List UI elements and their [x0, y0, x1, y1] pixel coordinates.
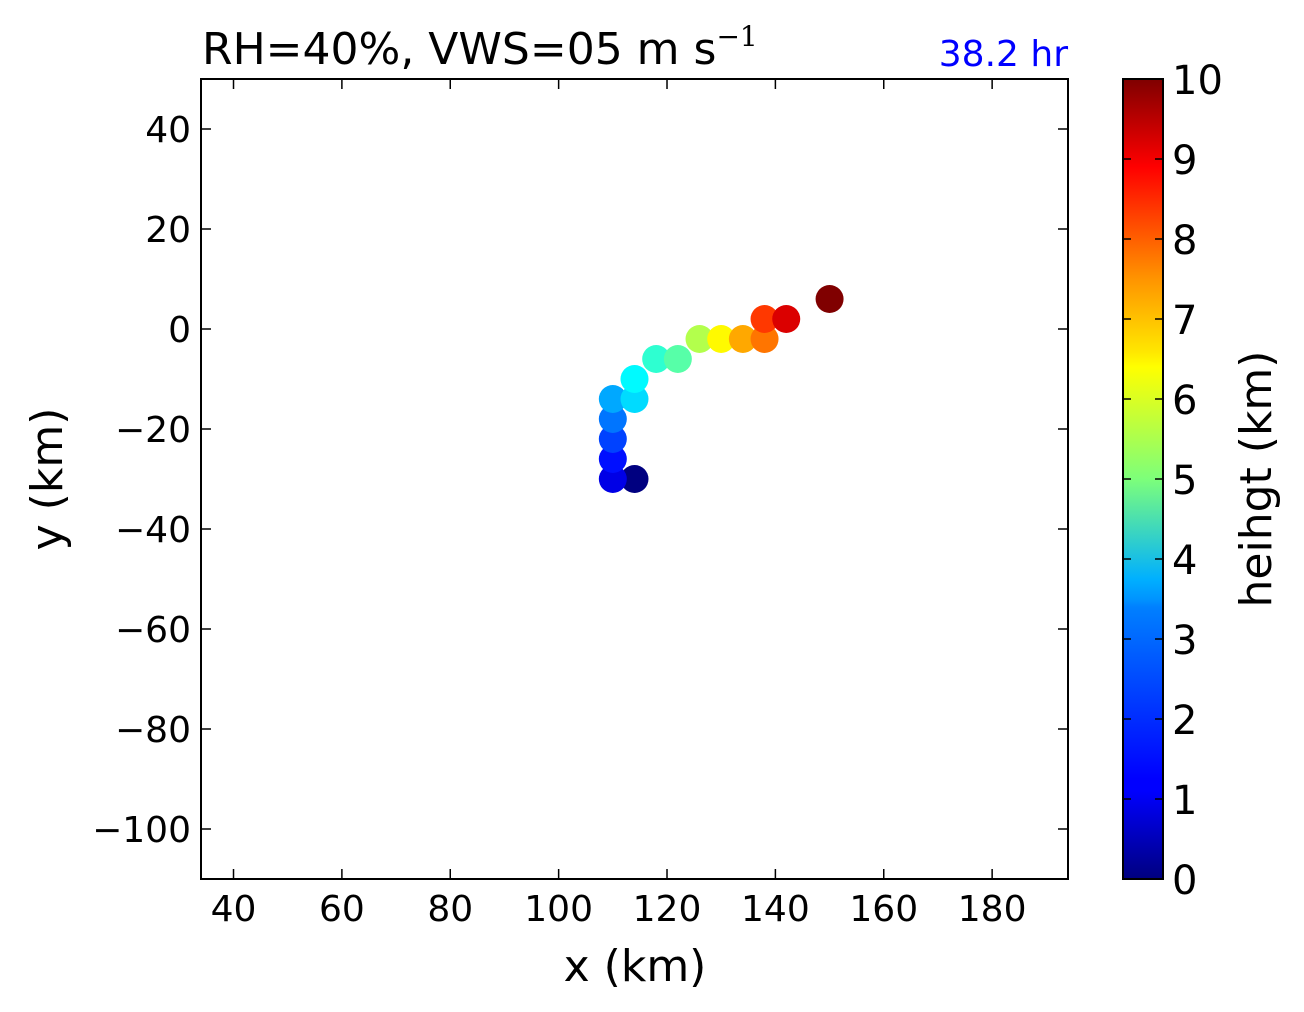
- scatter-point: [728, 325, 757, 353]
- chart-title-main: RH=40%, VWS=05 m s: [202, 24, 716, 75]
- scatter-point: [598, 425, 627, 453]
- scatter-points: [598, 285, 844, 493]
- y-axis: 40 20 0 −20 −40 −60 −80 −100: [92, 110, 1068, 851]
- scatter-point: [685, 325, 714, 353]
- scatter-point: [772, 305, 801, 333]
- x-tick-label: 80: [427, 889, 473, 930]
- y-tick-label: −40: [115, 510, 191, 551]
- x-tick-label: 120: [633, 889, 702, 930]
- x-axis-label: x (km): [564, 941, 707, 992]
- scatter-point: [750, 325, 779, 353]
- x-axis: 40 60 80 100 120 140 160 180: [211, 79, 1027, 930]
- colorbar-ticks: 0 1 2 3 4 5 6 7 8 9 10: [1123, 58, 1223, 904]
- colorbar-tick-label: 7: [1172, 298, 1197, 344]
- colorbar-tick-label: 2: [1172, 698, 1197, 744]
- scatter-point: [707, 325, 736, 353]
- y-tick-label: −60: [115, 610, 191, 651]
- x-tick-label: 160: [849, 889, 918, 930]
- scatter-point: [598, 445, 627, 473]
- y-tick-label: −80: [115, 710, 191, 751]
- colorbar-tick-label: 6: [1172, 378, 1197, 424]
- plot-frame: [200, 78, 1069, 880]
- x-tick-label: 60: [319, 889, 365, 930]
- y-tick-label: −100: [92, 810, 191, 851]
- colorbar-tick-label: 0: [1172, 858, 1197, 904]
- scatter-point: [642, 345, 671, 373]
- colorbar-tick-label: 9: [1172, 138, 1197, 184]
- scatter-point: [620, 465, 649, 493]
- scatter-point: [663, 345, 692, 373]
- scatter-point: [598, 385, 627, 413]
- scatter-point: [620, 385, 649, 413]
- colorbar-tick-label: 5: [1172, 458, 1197, 504]
- colorbar-tick-label: 1: [1172, 778, 1197, 824]
- scatter-point: [598, 465, 627, 493]
- x-tick-label: 180: [958, 889, 1027, 930]
- y-tick-label: −20: [115, 410, 191, 451]
- x-tick-label: 100: [524, 889, 593, 930]
- y-tick-label: 20: [145, 210, 191, 251]
- y-tick-label: 0: [168, 310, 191, 351]
- x-tick-label: 40: [211, 889, 257, 930]
- scatter-point: [620, 365, 649, 393]
- scatter-point: [598, 405, 627, 433]
- colorbar-tick-label: 8: [1172, 218, 1197, 264]
- y-axis-label: y (km): [22, 408, 73, 551]
- colorbar-tick-label: 3: [1172, 618, 1197, 664]
- y-tick-label: 40: [145, 110, 191, 151]
- colorbar-tick-label: 4: [1172, 538, 1197, 584]
- scatter-point: [750, 305, 779, 333]
- colorbar-label: heihgt (km): [1231, 351, 1282, 608]
- time-label: 38.2 hr: [939, 34, 1068, 75]
- scatter-point: [815, 285, 844, 313]
- x-tick-label: 140: [741, 889, 810, 930]
- chart-title: RH=40%, VWS=05 m s−1: [202, 20, 758, 75]
- colorbar-tick-label: 10: [1172, 58, 1223, 104]
- chart-title-exponent: −1: [716, 20, 757, 53]
